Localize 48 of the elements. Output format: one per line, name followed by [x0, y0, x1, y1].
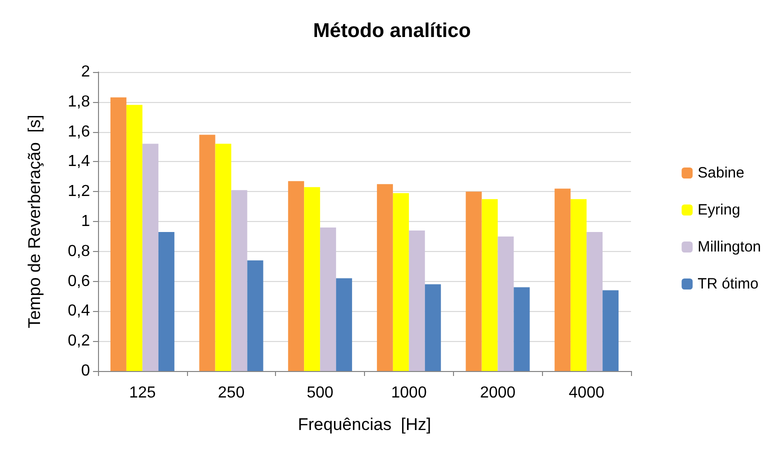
legend-label: TR ótimo — [698, 276, 758, 292]
bar — [142, 144, 158, 371]
bar — [514, 287, 530, 371]
y-tick-label: 1,8 — [68, 93, 90, 110]
y-tick-label: 1,4 — [68, 153, 90, 170]
bar — [247, 260, 264, 371]
x-tick-label: 1000 — [391, 384, 427, 402]
y-axis-title: Tempo de Reverberação [s] — [25, 114, 44, 328]
bar — [231, 190, 248, 371]
x-tick-label: 2000 — [480, 384, 516, 402]
y-tick-label: 1,2 — [68, 183, 90, 200]
x-tick-label: 4000 — [568, 384, 604, 402]
bar — [482, 199, 498, 371]
y-tick-label: 1,6 — [68, 123, 90, 140]
bar — [336, 278, 352, 371]
y-tick-label: 2 — [81, 64, 90, 80]
bar — [126, 104, 142, 371]
y-tick-label: 1 — [81, 213, 90, 230]
bar — [320, 227, 336, 371]
x-tick-label: 500 — [306, 384, 334, 402]
y-tick-label: 0 — [81, 362, 90, 380]
legend-label: Millington — [698, 238, 762, 256]
bar — [602, 290, 619, 371]
bar — [110, 97, 126, 371]
bar — [466, 192, 482, 371]
legend-label: Eyring — [698, 202, 740, 218]
bar — [158, 232, 174, 371]
bar — [376, 184, 393, 371]
bar — [288, 181, 304, 371]
bar — [392, 193, 409, 371]
y-tick-label: 0,4 — [68, 302, 90, 320]
y-tick-label: 0,2 — [68, 332, 90, 350]
bar — [554, 188, 571, 371]
y-tick-label: 0,6 — [68, 272, 90, 290]
bar — [424, 284, 441, 371]
bar — [498, 236, 514, 371]
bar — [304, 187, 320, 371]
y-tick-label: 0,8 — [68, 242, 90, 260]
bar — [199, 134, 216, 371]
bar — [586, 232, 603, 371]
x-tick-label: 125 — [129, 384, 156, 402]
bar — [408, 230, 425, 371]
bar — [215, 144, 232, 371]
x-axis-title: Frequências [Hz] — [298, 415, 432, 434]
x-tick-label: 250 — [218, 384, 245, 402]
legend-label: Sabine — [698, 164, 744, 182]
chart-title: Método analítico — [313, 20, 471, 42]
bar — [570, 199, 587, 371]
